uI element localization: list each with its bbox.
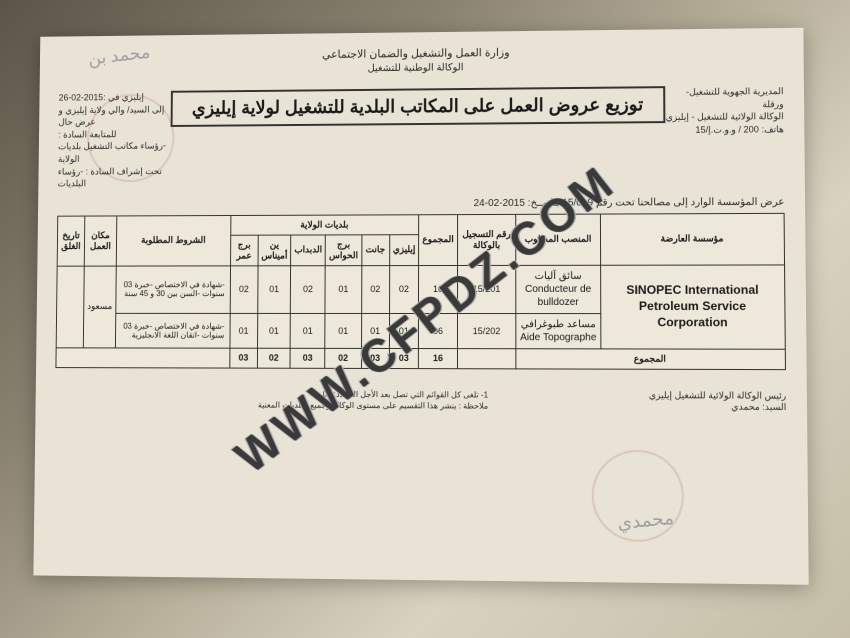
table-total-row: المجموع 16 03 03 02 03 02 03 [56,348,786,370]
footer-signature-block: رئيس الوكالة الولائية للتشغيل إيليزي الس… [525,389,786,413]
conditions-cell: -شهادة في الاختصاص -خبرة 03 سنوات -السن … [116,266,231,314]
hr-line3: هاتف: 200 / و.و.ت.إ/15 [666,123,784,137]
col-date: تاريخ الغلق [57,216,85,266]
pos-fr: Aide Topographe [519,331,597,344]
hr-line2: الوكالة الولائية للتشغيل - إيليزي [666,110,784,124]
position-cell: سائق آليات Conducteur de bulldozer [516,265,601,313]
empty-cell [56,348,230,368]
t-cell: 03 [290,348,325,368]
hl-line1: إيليزي في :2015-02-26 [59,91,171,104]
col-position: المنصب المطلوب [516,214,601,265]
total-cell: 06 [419,313,458,348]
col-mun5: ين أميناس [258,235,291,266]
place-cell: مسعود [83,266,116,348]
col-mun3: برج الحواس [326,235,362,266]
col-place: مكان العمل [84,216,116,266]
col-company: مؤسسة العارضة [600,213,784,265]
company-cell: SINOPEC International Petroleum Service … [600,265,785,349]
hl-line5: تحت إشراف السادة : -رؤساء البلديات [58,165,170,190]
col-mun4: الدبداب [291,235,326,266]
grand-total: 16 [419,348,458,368]
ref-cell: 15/202 [457,313,516,348]
position-cell: مساعد طبوغرافي Aide Topographe [516,313,601,348]
col-conditions: الشروط المطلوبة [116,215,230,266]
d-cell: 01 [361,313,389,348]
t-cell: 03 [389,348,419,368]
header-right-block: المديرية الجهوية للتشغيل-ورقلة الوكالة ا… [665,85,783,136]
col-mun2: جانت [361,235,389,266]
t-cell: 02 [257,348,290,368]
table-row: SINOPEC International Petroleum Service … [57,265,785,314]
footer-notes: 1- تلغى كل القوائم التي تصل بعد الأجل ال… [55,388,488,412]
col-municipalities: بلديات الولاية [230,215,418,235]
d-cell: 01 [230,313,258,348]
reference-line: عرض المؤسسة الوارد إلى مصالحنا تحت رقم 1… [57,196,784,210]
main-title: توزيع عروض العمل على المكاتب البلدية للت… [170,86,665,127]
hl-line3: للمتابعة السادة : [58,128,170,141]
conditions-cell: -شهادة في الاختصاص -خبرة 03 سنوات -اتقان… [115,313,230,348]
d-cell: 01 [290,313,325,348]
ref-cell: 15/201 [457,265,516,313]
d-cell: 01 [257,313,290,348]
pos-ar: سائق آليات [519,270,597,283]
d-cell: 02 [291,265,326,313]
signature-bottom: محمدي [616,507,675,534]
job-distribution-table: مؤسسة العارضة المنصب المطلوب رقم التسجيل… [55,213,786,370]
top-header-row: المديرية الجهوية للتشغيل-ورقلة الوكالة ا… [58,85,785,190]
pos-fr: Conducteur de bulldozer [519,283,597,309]
d-cell: 02 [361,265,389,313]
hr-line1: المديرية الجهوية للتشغيل-ورقلة [665,85,783,111]
d-cell: 01 [257,266,290,314]
col-mun6: برج عمر [230,235,258,266]
col-ref: رقم التسجيل بالوكالة [457,214,516,265]
hl-line2: إلى السيد/ والي ولاية إيليزي و عرض حال [58,103,170,129]
d-cell: 01 [325,265,361,313]
t-cell: 03 [361,348,389,368]
header-left-block: إيليزي في :2015-02-26 إلى السيد/ والي ول… [58,91,171,190]
document-paper: محمد بن وزارة العمل والتشغيل والضمان الا… [33,28,808,585]
d-cell: 02 [389,265,419,313]
d-cell: 02 [230,266,258,314]
col-total: المجموع [419,214,457,265]
col-mun1: إيليزي [389,234,419,265]
table-header-row-1: مؤسسة العارضة المنصب المطلوب رقم التسجيل… [58,213,785,235]
t-cell: 02 [325,348,361,368]
footer-area: رئيس الوكالة الولائية للتشغيل إيليزي الس… [55,388,786,414]
total-cell: 10 [419,265,458,313]
empty-cell [457,348,516,368]
pos-ar: مساعد طبوغرافي [519,318,597,331]
t-cell: 03 [230,348,258,368]
total-label: المجموع [516,348,786,369]
hl-line4: -رؤساء مكاتب التشغيل بلديات الولاية [58,140,170,165]
date-cell [56,266,84,348]
d-cell: 01 [325,313,361,348]
d-cell: 01 [389,313,419,348]
